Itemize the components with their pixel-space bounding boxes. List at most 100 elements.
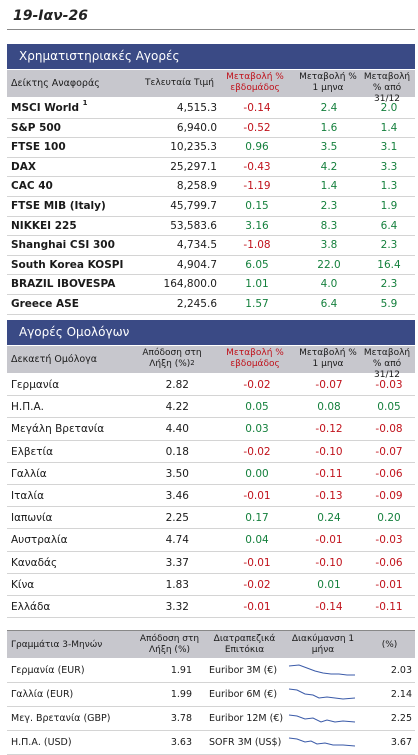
- equity-row: FTSE 100 10,235.3 0.96 3.5 3.1: [7, 138, 415, 158]
- last-price: 2,245.6: [176, 297, 217, 310]
- sparkline-chart: [288, 714, 356, 723]
- country-name: Ιαπωνία: [11, 512, 53, 525]
- index-name: South Korea KOSPI: [11, 256, 123, 275]
- weekly-change: -0.02: [243, 578, 271, 591]
- ytd-change: 5.9: [380, 297, 398, 310]
- ytd-change: -0.11: [375, 600, 403, 613]
- country-name: Ελλάδα: [11, 600, 51, 613]
- weekly-change: -0.01: [243, 489, 271, 502]
- header-monthly-change: Μεταβολή % 1 μηνα: [299, 72, 357, 93]
- bond-yield: 3.32: [165, 600, 189, 613]
- weekly-change: -0.01: [243, 600, 271, 613]
- monthly-change: -0.01: [315, 534, 343, 547]
- header-interbank: Διατραπεζικά Επιτόκια: [213, 634, 276, 655]
- monthly-change: 3.8: [320, 239, 338, 252]
- equity-row: South Korea KOSPI 4,904.7 6.05 22.0 16.4: [7, 256, 415, 276]
- monthly-change: 3.5: [320, 141, 338, 154]
- index-name-text: Shanghai CSI 300: [11, 239, 115, 252]
- weekly-change: 6.05: [245, 258, 269, 271]
- weekly-change: -1.19: [243, 180, 271, 193]
- ytd-change: 16.4: [377, 258, 401, 271]
- interbank-rate-value: 2.03: [390, 665, 412, 676]
- header-bond-monthly: Μεταβολή % 1 μηνα: [299, 348, 357, 369]
- country-name: Καναδάς: [11, 556, 58, 569]
- index-name: MSCI World 1: [11, 99, 88, 118]
- bond-yield: 2.82: [165, 379, 189, 391]
- header-last-price: Τελευταία Τιμή: [145, 78, 214, 88]
- index-name: S&P 500: [11, 119, 61, 138]
- bill-row: Η.Π.Α. (USD) 3.63 SOFR 3M (US$) 3.67: [7, 731, 415, 755]
- last-price: 53,583.6: [170, 219, 217, 232]
- interbank-rate-value: 2.14: [390, 689, 412, 700]
- bonds-section-title: Αγορές Ομολόγων: [7, 320, 415, 345]
- bill-row: Γαλλία (EUR) 1.99 Euribor 6M (€) 2.14: [7, 683, 415, 707]
- ytd-change: -0.08: [375, 423, 403, 436]
- interbank-rate-name: Euribor 12M (€): [209, 713, 284, 724]
- bond-row: Αυστραλία 4.74 0.04 -0.01 -0.03: [7, 529, 415, 552]
- bill-country: Η.Π.Α. (USD): [11, 737, 72, 748]
- sparkline-line: [288, 664, 355, 676]
- weekly-change: 0.03: [245, 423, 269, 436]
- last-price: 10,235.3: [170, 141, 217, 154]
- monthly-change: 6.4: [320, 297, 338, 310]
- equities-header-row: Δείκτης Αναφοράς Τελευταία Τιμή Μεταβολή…: [7, 70, 415, 104]
- ytd-change: 1.9: [380, 199, 398, 212]
- country-name: Αυστραλία: [11, 534, 68, 547]
- monthly-change: -0.10: [315, 445, 343, 458]
- weekly-change: 0.17: [245, 512, 269, 525]
- index-name: DAX: [11, 158, 36, 177]
- equity-row: CAC 40 8,258.9 -1.19 1.4 1.3: [7, 177, 415, 197]
- header-fluctuation: Διακύμανση 1 μήνα: [291, 634, 355, 655]
- bill-row: Μεγ. Βρετανία (GBP) 3.78 Euribor 12M (€) 2.…: [7, 707, 415, 731]
- ytd-change: 0.05: [377, 401, 401, 414]
- sparkline-chart: [288, 664, 355, 676]
- last-price: 6,940.0: [176, 121, 217, 134]
- weekly-change: 1.01: [245, 278, 269, 291]
- equity-row: NIKKEI 225 53,583.6 3.16 8.3 6.4: [7, 217, 415, 237]
- weekly-change: -0.52: [243, 121, 271, 134]
- bond-yield: 3.37: [165, 556, 189, 569]
- bills-header-row: Γραμμάτια 3-Μηνών Απόδοση στη Λήξη (%) Δ…: [7, 630, 415, 658]
- index-name: BRAZIL IBOVESPA: [11, 275, 115, 294]
- weekly-change: -0.14: [243, 102, 271, 114]
- bond-row: Ιαπωνία 2.25 0.17 0.24 0.20: [7, 507, 415, 530]
- index-name: CAC 40: [11, 177, 53, 196]
- header-bills-yield: Απόδοση στη Λήξη (%): [139, 634, 200, 655]
- bill-yield: 1.99: [170, 689, 192, 700]
- header-bond-weekly: Μεταβολή % εβδομάδος: [226, 348, 284, 369]
- last-price: 4,734.5: [176, 239, 217, 252]
- interbank-rate-name: SOFR 3M (US$): [209, 737, 282, 748]
- ytd-change: -0.03: [375, 534, 403, 547]
- bond-yield: 2.25: [165, 512, 189, 525]
- monthly-change: -0.10: [315, 556, 343, 569]
- ytd-change: 2.3: [380, 278, 398, 291]
- ytd-change: 3.1: [380, 141, 398, 154]
- country-name: Κίνα: [11, 578, 35, 591]
- weekly-change: 0.05: [245, 401, 269, 414]
- monthly-change: 2.3: [320, 199, 338, 212]
- monthly-change: 2.4: [320, 102, 338, 114]
- bill-yield: 1.91: [170, 665, 192, 676]
- equity-row: Shanghai CSI 300 4,734.5 -1.08 3.8 2.3: [7, 236, 415, 256]
- bond-yield: 3.46: [165, 489, 189, 502]
- header-bills-name: Γραμμάτια 3-Μηνών: [11, 640, 103, 650]
- country-name: Η.Π.Α.: [11, 401, 44, 414]
- equity-row: MSCI World 1 4,515.3 -0.14 2.4 2.0: [7, 99, 415, 119]
- monthly-change: -0.12: [315, 423, 343, 436]
- ytd-change: 0.20: [377, 512, 401, 525]
- header-weekly-change: Μεταβολή % εβδομάδος: [226, 72, 284, 93]
- index-name-text: FTSE 100: [11, 141, 66, 154]
- bill-yield: 3.63: [170, 737, 192, 748]
- monthly-change: 0.01: [317, 578, 341, 591]
- bill-row: Γερμανία (EUR) 1.91 Euribor 3M (€) 2.03: [7, 659, 415, 683]
- index-name-text: S&P 500: [11, 121, 61, 134]
- country-name: Γερμανία: [11, 379, 60, 391]
- index-name-text: FTSE MIB (Italy): [11, 199, 106, 212]
- bond-row: Μεγάλη Βρετανία 4.40 0.03 -0.12 -0.08: [7, 418, 415, 441]
- weekly-change: -0.02: [243, 379, 271, 391]
- weekly-change: -1.08: [243, 239, 271, 252]
- bond-yield: 1.83: [165, 578, 189, 591]
- ytd-change: -0.03: [375, 379, 403, 391]
- bonds-table: Γερμανία 2.82 -0.02 -0.07 -0.03 Η.Π.Α. 4.22 0.0…: [7, 374, 415, 619]
- monthly-change: 22.0: [317, 258, 341, 271]
